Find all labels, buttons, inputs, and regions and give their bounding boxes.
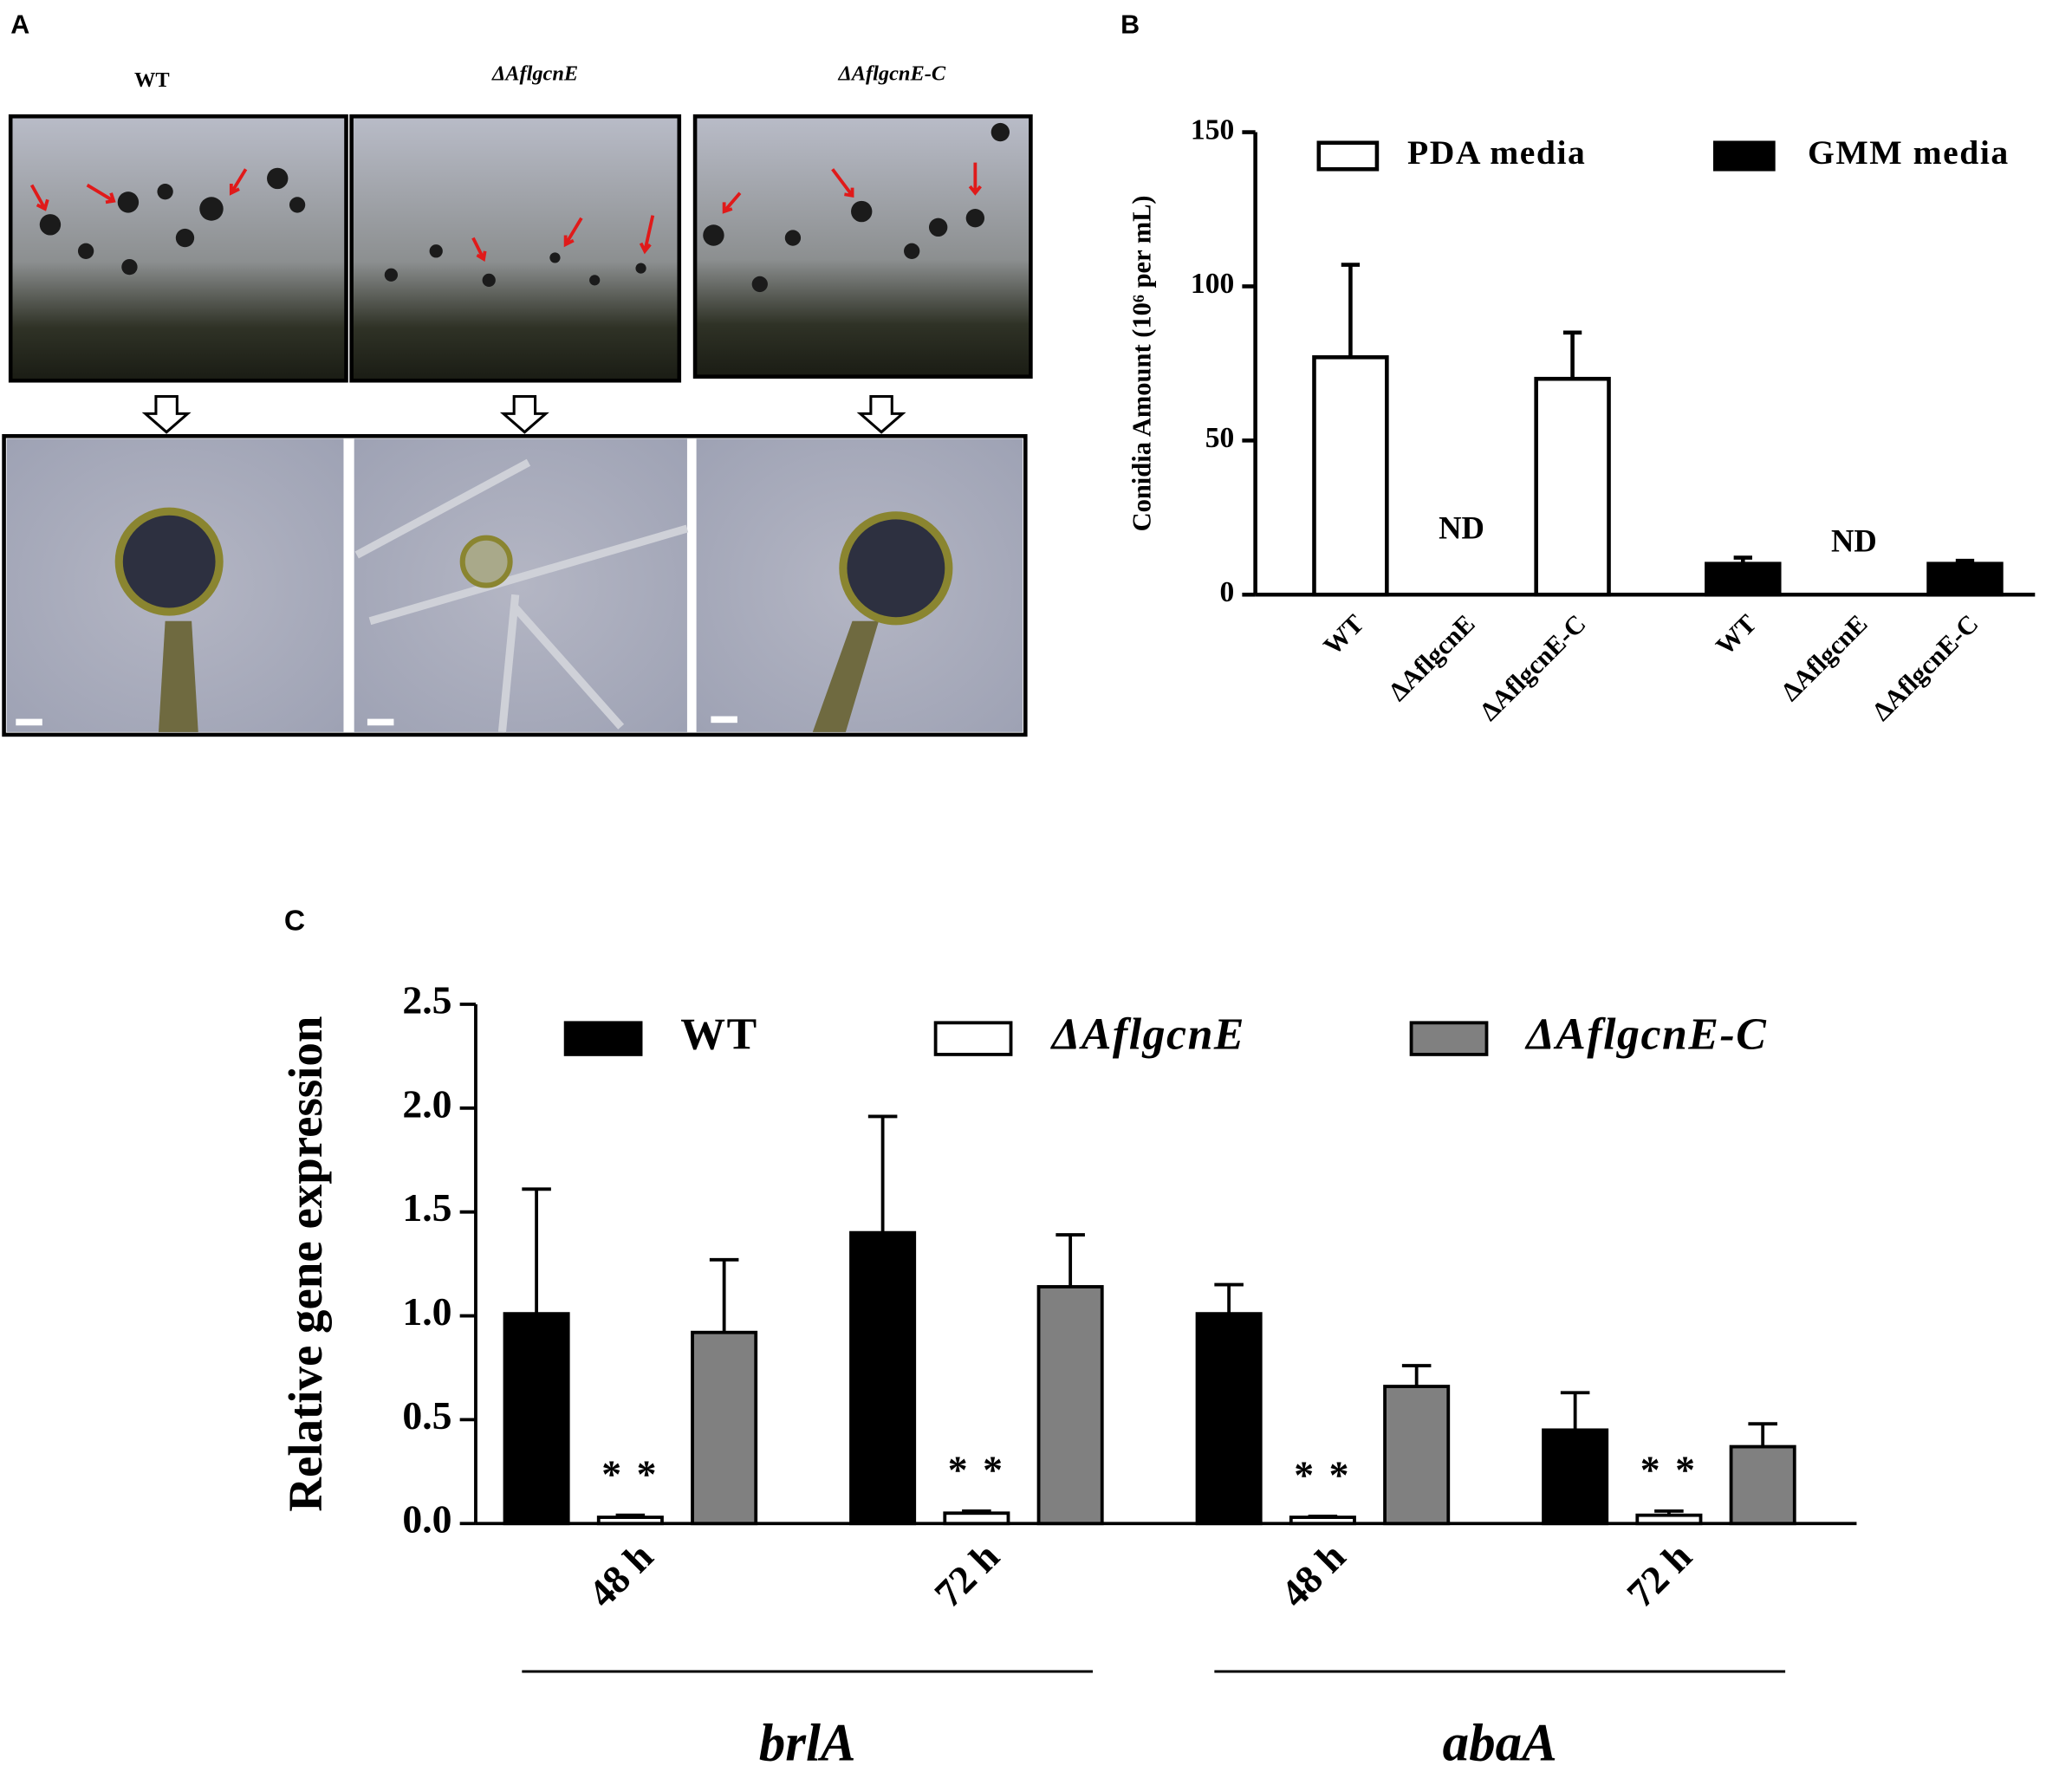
x-tick-label: WT — [1710, 609, 1762, 661]
y-tick-label: 150 — [1191, 114, 1234, 146]
legend-label: GMM media — [1808, 133, 2010, 172]
y-tick-label: 1.0 — [402, 1289, 451, 1334]
bar — [691, 1330, 758, 1526]
x-tick-label: 48 h — [1272, 1534, 1354, 1615]
legend-label: ΔAflgcnE — [1050, 1010, 1245, 1060]
legend-swatch — [1316, 140, 1380, 172]
legend-label: ΔAflgcnE-C — [1524, 1010, 1767, 1060]
panel-a-images — [2, 114, 1033, 737]
group-label: abaA — [1443, 1714, 1557, 1772]
significance-label: * * — [1640, 1448, 1698, 1492]
x-tick-label: ΔAflgcnE-C — [1867, 609, 1984, 727]
bar — [1705, 561, 1782, 597]
x-tick-label: ΔAflgcnE — [1383, 609, 1481, 707]
group-label: brlA — [759, 1714, 856, 1772]
y-tick-label: 0.5 — [402, 1393, 451, 1438]
bar — [1635, 1513, 1703, 1526]
significance-label: * * — [948, 1448, 1005, 1492]
bar — [1036, 1285, 1104, 1526]
y-tick-label: 50 — [1205, 422, 1235, 454]
y-tick-label: 100 — [1191, 268, 1234, 300]
x-tick-label: WT — [1318, 609, 1370, 661]
y-tick-label: 2.5 — [402, 977, 451, 1022]
value-label: ND — [1439, 510, 1484, 545]
y-tick-label: 0.0 — [402, 1497, 451, 1542]
panel-label: B — [1120, 10, 1140, 40]
bar — [943, 1511, 1010, 1526]
bar — [596, 1516, 664, 1526]
x-tick-label: ΔAflgcnE-C — [1474, 609, 1592, 727]
legend-swatch — [1409, 1021, 1489, 1056]
legend-swatch — [1712, 140, 1776, 172]
x-tick-label: ΔAflgcnE — [1775, 609, 1873, 707]
x-tick-label: 72 h — [926, 1534, 1007, 1615]
bar — [1289, 1516, 1356, 1526]
bar — [1926, 561, 2004, 597]
bar — [1312, 355, 1389, 597]
image-title: ΔAflgcnE-C — [837, 62, 945, 86]
bar — [1542, 1428, 1609, 1526]
image-title: WT — [134, 68, 170, 92]
image-title: ΔAflgcnE — [491, 62, 578, 86]
panel-label: C — [284, 905, 305, 937]
legend-label: PDA media — [1407, 133, 1586, 172]
legend-swatch — [933, 1021, 1013, 1056]
legend-label: WT — [680, 1010, 757, 1060]
y-tick-label: 0 — [1219, 576, 1234, 608]
y-tick-label: 2.0 — [402, 1081, 451, 1126]
panel-label: A — [10, 10, 29, 40]
y-tick-label: 1.5 — [402, 1185, 451, 1230]
y-axis-label: Relative gene expression — [279, 1016, 332, 1512]
legend-swatch — [563, 1021, 643, 1056]
significance-label: * * — [1294, 1453, 1351, 1497]
bar — [1534, 376, 1611, 597]
bar — [1195, 1312, 1263, 1526]
x-tick-label: 48 h — [580, 1534, 661, 1615]
bar — [1383, 1385, 1451, 1526]
x-tick-label: 72 h — [1618, 1534, 1699, 1615]
significance-label: * * — [601, 1451, 659, 1496]
bar — [1729, 1444, 1796, 1526]
y-axis-label: Conidia Amount (10⁶ per mL) — [1127, 195, 1157, 531]
bar — [849, 1230, 917, 1526]
bar — [503, 1312, 570, 1526]
value-label: ND — [1831, 523, 1877, 559]
